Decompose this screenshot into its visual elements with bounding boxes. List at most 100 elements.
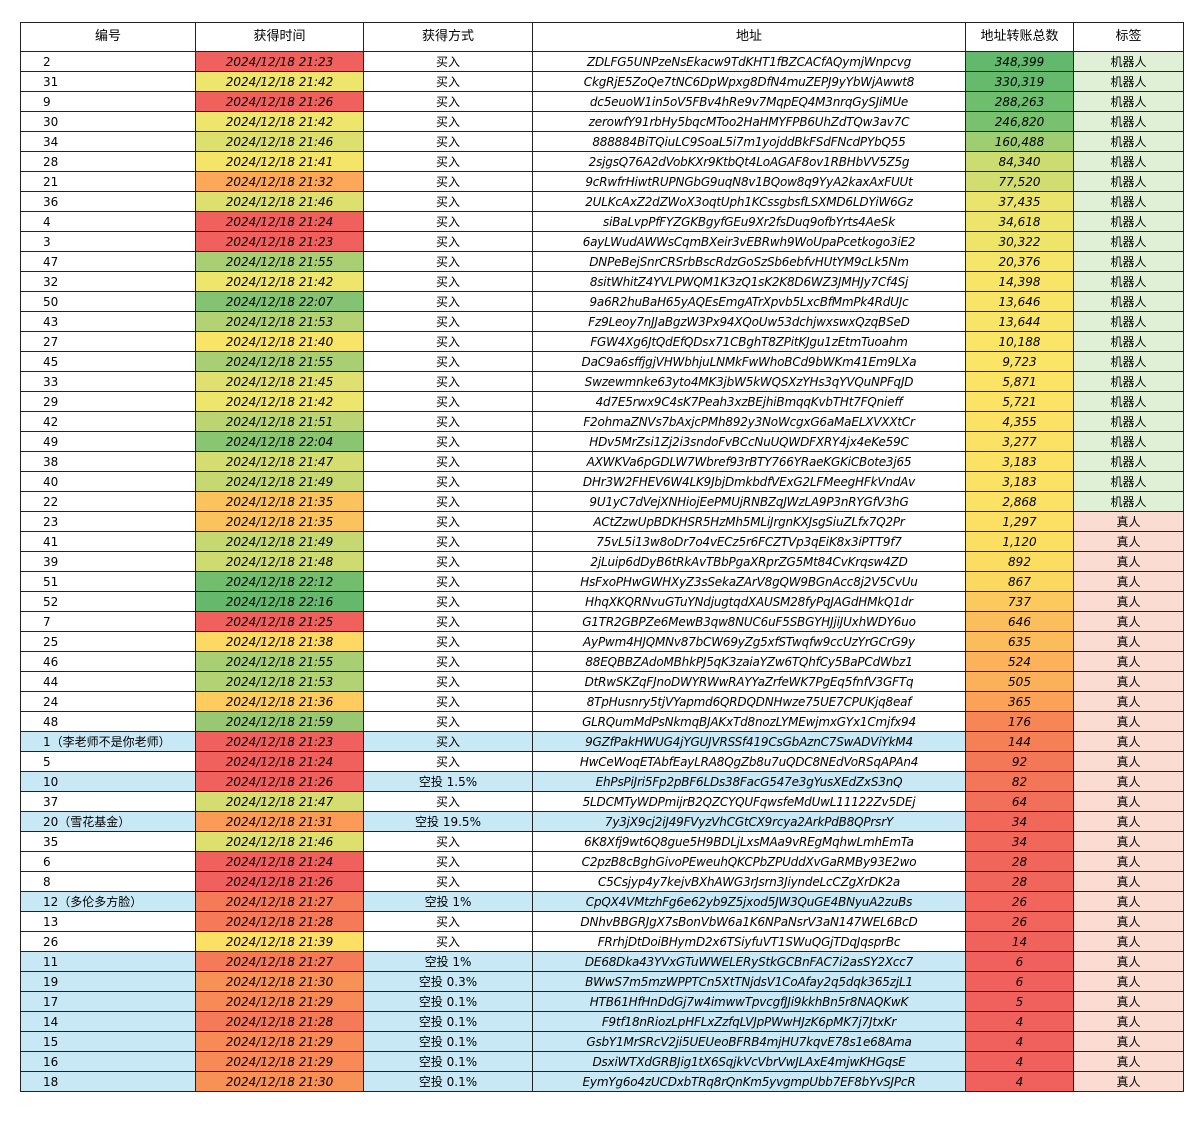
cell-method: 买入 — [363, 551, 533, 572]
table-row: 46 2024/12/18 21:55 买入 88EQBBZAdoMBhkPJ5qK3… — [20, 651, 1184, 672]
cell-tag: 真人 — [1073, 951, 1184, 972]
cell-id: 19 — [20, 971, 196, 992]
table-row: 42 2024/12/18 21:51 买入 F2ohmaZNVs7bAxjcPMh8… — [20, 411, 1184, 432]
cell-tag: 机器人 — [1073, 371, 1184, 392]
cell-time: 2024/12/18 22:16 — [195, 591, 364, 612]
cell-address: 8TpHusnry5tjVYapmd6QRDQDNHwze75UE7CPUKjq… — [532, 691, 966, 712]
cell-address: zerowfY91rbHy5bqcMToo2HaHMYFPB6UhZdTQw3a… — [532, 111, 966, 132]
cell-count: 13,644 — [965, 311, 1074, 332]
cell-count: 6 — [965, 951, 1074, 972]
cell-time: 2024/12/18 21:45 — [195, 371, 364, 392]
cell-method: 买入 — [363, 611, 533, 632]
cell-time: 2024/12/18 21:23 — [195, 51, 364, 72]
cell-time: 2024/12/18 21:27 — [195, 891, 364, 912]
cell-count: 4 — [965, 1011, 1074, 1032]
cell-address: DNPeBejSnrCRSrbBscRdzGoSzSb6ebfvHUtYM9cL… — [532, 251, 966, 272]
cell-address: 9cRwfrHiwtRUPNGbG9uqN8v1BQow8q9YyA2kaxAx… — [532, 171, 966, 192]
cell-time: 2024/12/18 21:47 — [195, 791, 364, 812]
cell-id: 27 — [20, 331, 196, 352]
cell-count: 26 — [965, 911, 1074, 932]
cell-tag: 真人 — [1073, 811, 1184, 832]
cell-method: 买入 — [363, 191, 533, 212]
cell-tag: 真人 — [1073, 691, 1184, 712]
cell-id: 36 — [20, 191, 196, 212]
cell-id: 28 — [20, 151, 196, 172]
cell-address: AXWKVa6pGDLW7Wbref93rBTY766YRaeKGKiCBote… — [532, 451, 966, 472]
cell-address: HTB61HfHnDdGj7w4imwwTpvcgfJJi9kkhBn5r8NA… — [532, 991, 966, 1012]
cell-count: 4,355 — [965, 411, 1074, 432]
table-row: 47 2024/12/18 21:55 买入 DNPeBejSnrCRSrbBscRd… — [20, 251, 1184, 272]
cell-tag: 真人 — [1073, 511, 1184, 532]
cell-method: 买入 — [363, 51, 533, 72]
cell-count: 34 — [965, 811, 1074, 832]
cell-address: 888884BiTQiuLC9SoaL5i7m1yojddBkFSdFNcdPY… — [532, 131, 966, 152]
cell-time: 2024/12/18 21:28 — [195, 911, 364, 932]
table-row: 36 2024/12/18 21:46 买入 2ULKcAxZ2dZWoX3oqtUp… — [20, 191, 1184, 212]
cell-id: 38 — [20, 451, 196, 472]
cell-address: 2sjgsQ76A2dVobKXr9KtbQt4LoAGAF8ov1RBHbVV… — [532, 151, 966, 172]
cell-count: 82 — [965, 771, 1074, 792]
cell-tag: 真人 — [1073, 1051, 1184, 1072]
cell-id: 13 — [20, 911, 196, 932]
cell-tag: 机器人 — [1073, 331, 1184, 352]
cell-id: 14 — [20, 1011, 196, 1032]
cell-id: 22 — [20, 491, 196, 512]
table-row: 18 2024/12/18 21:30 空投 0.1% EymYg6o4zUCDxbT… — [20, 1071, 1184, 1092]
cell-address: C2pzB8cBghGivoPEweuhQKCPbZPUddXvGaRMBy93… — [532, 851, 966, 872]
cell-id: 46 — [20, 651, 196, 672]
cell-tag: 机器人 — [1073, 131, 1184, 152]
cell-method: 空投 0.1% — [363, 1031, 533, 1052]
table-row: 3 2024/12/18 21:23 买入 6ayLWudAWWsCqmBXeir3v… — [20, 231, 1184, 252]
cell-count: 646 — [965, 611, 1074, 632]
cell-id: 29 — [20, 391, 196, 412]
cell-id: 49 — [20, 431, 196, 452]
cell-time: 2024/12/18 21:26 — [195, 91, 364, 112]
cell-tag: 机器人 — [1073, 51, 1184, 72]
cell-id: 48 — [20, 711, 196, 732]
cell-time: 2024/12/18 21:23 — [195, 731, 364, 752]
cell-tag: 机器人 — [1073, 151, 1184, 172]
cell-id: 18 — [20, 1071, 196, 1092]
cell-tag: 真人 — [1073, 591, 1184, 612]
cell-tag: 真人 — [1073, 1031, 1184, 1052]
cell-address: CkgRjE5ZoQe7tNC6DpWpxg8DfN4muZEPJ9yYbWjA… — [532, 71, 966, 92]
cell-count: 867 — [965, 571, 1074, 592]
cell-count: 28 — [965, 871, 1074, 892]
cell-method: 买入 — [363, 211, 533, 232]
cell-address: CpQX4VMtzhFg6e62yb9Z5jxod5JW3QuGE4BNyuA2… — [532, 891, 966, 912]
cell-id: 40 — [20, 471, 196, 492]
cell-count: 14 — [965, 931, 1074, 952]
table-row: 44 2024/12/18 21:53 买入 DtRwSKZqFJnoDWYRWwRA… — [20, 671, 1184, 692]
cell-count: 5,721 — [965, 391, 1074, 412]
cell-id: 50 — [20, 291, 196, 312]
cell-time: 2024/12/18 21:24 — [195, 751, 364, 772]
cell-time: 2024/12/18 21:31 — [195, 811, 364, 832]
cell-time: 2024/12/18 21:26 — [195, 871, 364, 892]
cell-id: 17 — [20, 991, 196, 1012]
cell-id: 5 — [20, 751, 196, 772]
cell-address: EhPsPiJri5Fp2pBF6LDs38FacG547e3gYusXEdZx… — [532, 771, 966, 792]
cell-count: 635 — [965, 631, 1074, 652]
cell-count: 144 — [965, 731, 1074, 752]
cell-address: HhqXKQRNvuGTuYNdjugtqdXAUSM28fyPqJAGdHMk… — [532, 591, 966, 612]
cell-address: BWwS7m5mzWPPTCn5XtTNjdsV1CoAfay2q5dqk365… — [532, 971, 966, 992]
cell-method: 买入 — [363, 271, 533, 292]
cell-tag: 真人 — [1073, 891, 1184, 912]
cell-address: Swzewmnke63yto4MK3jbW5kWQSXzYHs3qYVQuNPF… — [532, 371, 966, 392]
cell-id: 7 — [20, 611, 196, 632]
table-row: 28 2024/12/18 21:41 买入 2sjgsQ76A2dVobKXr9Kt… — [20, 151, 1184, 172]
cell-id: 43 — [20, 311, 196, 332]
cell-count: 892 — [965, 551, 1074, 572]
cell-time: 2024/12/18 21:41 — [195, 151, 364, 172]
cell-id: 12（多伦多方脸） — [20, 891, 196, 912]
cell-id: 15 — [20, 1031, 196, 1052]
cell-id: 37 — [20, 791, 196, 812]
table-row: 35 2024/12/18 21:46 买入 6K8Xfj9wt6Q8gue5H9BD… — [20, 831, 1184, 852]
header-count: 地址转账总数 — [965, 22, 1074, 52]
cell-tag: 机器人 — [1073, 191, 1184, 212]
cell-method: 买入 — [363, 491, 533, 512]
cell-address: F2ohmaZNVs7bAxjcPMh892y3NoWcgxG6aMaELXVX… — [532, 411, 966, 432]
cell-count: 4 — [965, 1031, 1074, 1052]
cell-count: 505 — [965, 671, 1074, 692]
cell-id: 4 — [20, 211, 196, 232]
